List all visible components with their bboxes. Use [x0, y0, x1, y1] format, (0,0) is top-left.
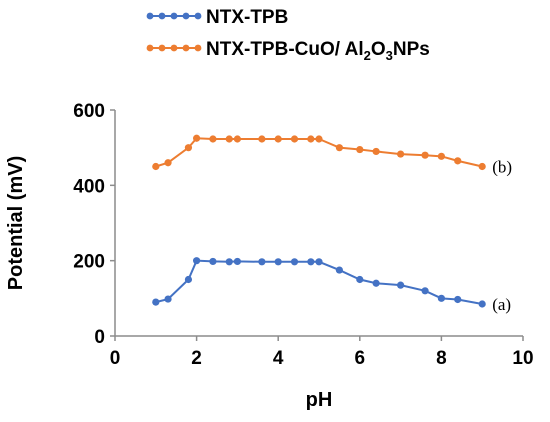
data-point	[372, 279, 380, 287]
legend-marker	[170, 44, 178, 52]
data-point	[454, 157, 462, 165]
x-axis-ticks: 0 2 4 6 8 10	[110, 336, 534, 369]
series-line	[155, 259, 483, 305]
legend-label-series-b: NTX-TPB-CuO/ Al2O3NPs	[206, 39, 430, 63]
legend-marker	[146, 44, 154, 52]
x-tick-label: 0	[110, 348, 121, 369]
series-annotation: (a)	[492, 295, 511, 314]
legend-entry-series-b: NTX-TPB-CuO/ Al2O3NPs	[146, 39, 430, 63]
x-tick-label: 4	[273, 348, 284, 369]
legend-marker	[194, 12, 202, 20]
data-point	[258, 258, 266, 266]
series-a	[152, 257, 486, 308]
data-point	[184, 275, 193, 284]
data-point	[421, 151, 429, 159]
data-point	[315, 135, 323, 143]
data-point	[397, 150, 405, 158]
data-point	[258, 135, 266, 143]
series-annotations: (a) (b)	[492, 158, 512, 314]
legend-label-b-sub2: 3	[386, 48, 393, 63]
data-point	[478, 300, 486, 308]
legend-markers-series-b	[146, 44, 202, 52]
data-point	[290, 135, 299, 143]
data-point	[209, 135, 217, 143]
legend-label-b-tail: NPs	[393, 39, 430, 60]
data-point	[335, 266, 343, 274]
y-tick-label: 200	[73, 252, 105, 273]
data-point	[184, 144, 193, 152]
x-axis-title: pH	[306, 389, 333, 411]
data-point	[356, 275, 364, 284]
y-tick-label: 0	[94, 327, 105, 348]
data-point	[152, 298, 160, 306]
data-point	[307, 258, 315, 266]
data-point	[152, 162, 160, 171]
data-point	[164, 295, 172, 303]
data-point	[372, 147, 380, 156]
x-tick-label: 6	[355, 348, 366, 369]
data-point	[209, 257, 217, 266]
legend-marker	[182, 12, 190, 20]
data-point	[437, 294, 445, 302]
y-axis-title: Potential (mV)	[5, 156, 27, 290]
data-point	[478, 162, 486, 171]
data-point	[225, 135, 233, 143]
data-point	[233, 257, 241, 266]
data-point	[315, 258, 323, 266]
data-point	[307, 135, 315, 143]
legend-label-b-mid: O	[371, 39, 386, 60]
data-point	[437, 152, 445, 160]
legend-marker	[194, 44, 202, 52]
legend-label-b-sub1: 2	[364, 48, 371, 63]
y-axis-ticks: 0 200 400 600	[73, 101, 115, 348]
data-point	[193, 257, 201, 265]
y-tick-label: 600	[73, 101, 105, 122]
legend-entry-series-a: NTX-TPB	[146, 7, 288, 28]
data-point	[397, 281, 405, 289]
data-point	[454, 295, 462, 304]
legend-markers-series-a	[146, 12, 202, 20]
data-point	[233, 135, 241, 143]
data-point	[193, 134, 201, 142]
x-tick-label: 10	[512, 348, 533, 369]
y-tick-label: 400	[73, 176, 105, 197]
data-point	[421, 287, 429, 295]
x-tick-label: 8	[436, 348, 447, 369]
data-point	[225, 258, 233, 266]
legend: NTX-TPB NTX-TPB-CuO/ Al2O3NPs	[146, 7, 430, 63]
data-point	[274, 258, 282, 266]
data-point	[335, 144, 343, 152]
legend-marker	[182, 44, 190, 52]
plot-area	[152, 134, 486, 308]
series-b	[152, 134, 486, 171]
data-point	[274, 135, 282, 143]
legend-marker	[170, 12, 178, 20]
legend-marker	[158, 12, 166, 20]
legend-marker	[158, 44, 166, 52]
data-point	[356, 145, 364, 154]
legend-marker	[146, 12, 154, 20]
x-tick-label: 2	[191, 348, 202, 369]
data-point	[290, 258, 299, 266]
series-annotation: (b)	[492, 158, 512, 177]
data-point	[164, 159, 172, 167]
legend-label-b-main: NTX-TPB-CuO/ Al	[206, 39, 364, 60]
legend-label-series-a: NTX-TPB	[206, 7, 288, 28]
